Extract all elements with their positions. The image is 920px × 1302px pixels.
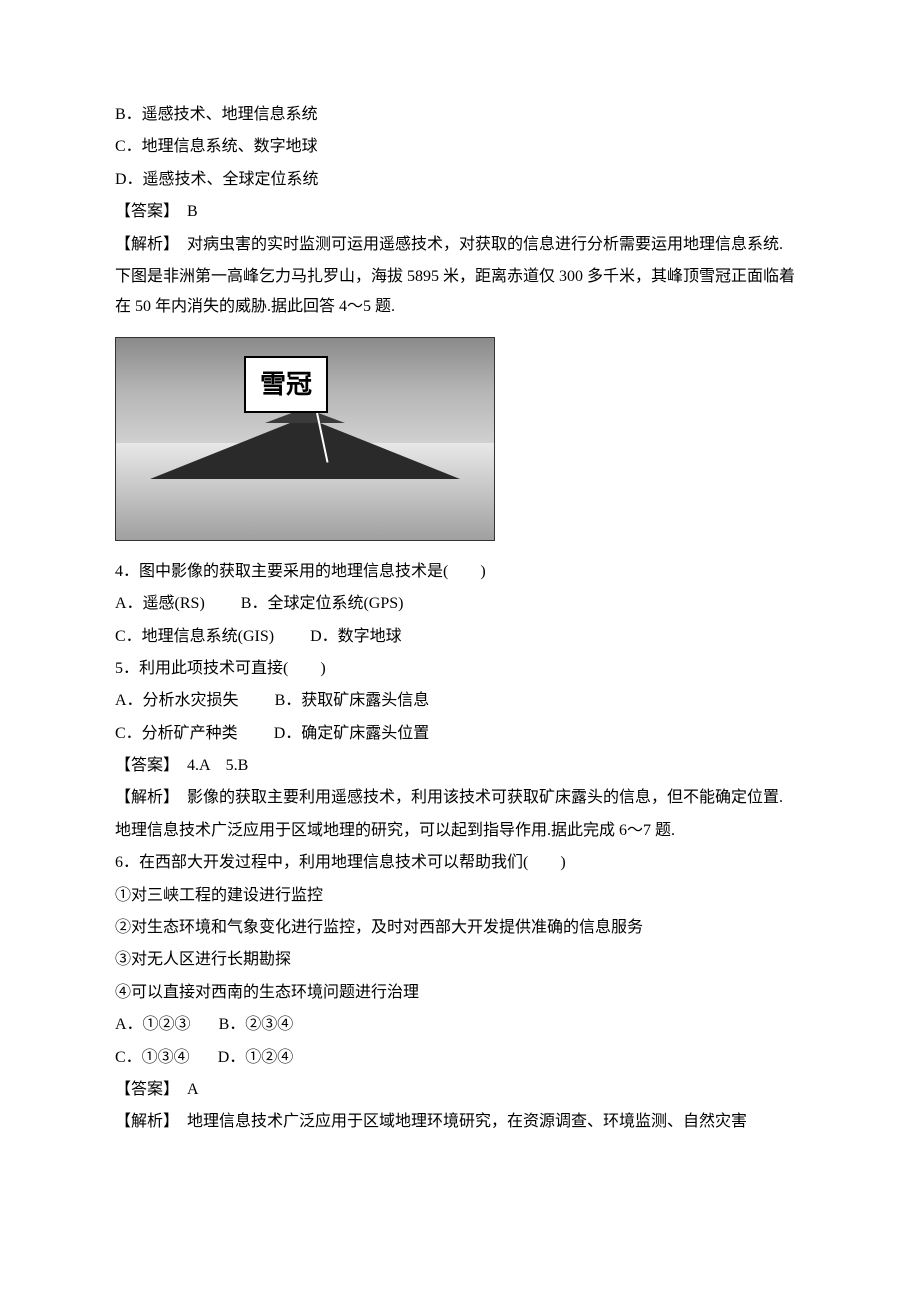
q4-stem: 4．图中影像的获取主要采用的地理信息技术是( ) (115, 557, 805, 587)
q5-option-a: A．分析水灾损失 (115, 692, 239, 709)
q5-options-row1: A．分析水灾损失 B．获取矿床露头信息 (115, 686, 805, 716)
option-d-prev: D．遥感技术、全球定位系统 (115, 165, 805, 195)
q4-options-row2: C．地理信息系统(GIS) D．数字地球 (115, 622, 805, 652)
q5-option-c: C．分析矿产种类 (115, 725, 238, 742)
figure-mountain (150, 417, 460, 479)
q6-option-c: C．①③④ (115, 1049, 190, 1066)
q6-statement-4: ④可以直接对西南的生态环境问题进行治理 (115, 978, 805, 1008)
intro-45: 下图是非洲第一高峰乞力马扎罗山，海拔 5895 米，距离赤道仅 300 多千米，… (115, 262, 805, 323)
q5-option-d: D．确定矿床露头位置 (274, 725, 430, 742)
figure-kilimanjaro: 雪冠 (115, 337, 495, 541)
option-b-prev: B．遥感技术、地理信息系统 (115, 100, 805, 130)
q5-stem: 5．利用此项技术可直接( ) (115, 654, 805, 684)
intro-67: 地理信息技术广泛应用于区域地理的研究，可以起到指导作用.据此完成 6～7 题. (115, 816, 805, 846)
q4-option-a: A．遥感(RS) (115, 595, 205, 612)
option-c-prev: C．地理信息系统、数字地球 (115, 132, 805, 162)
explain-45: 【解析】 影像的获取主要利用遥感技术，利用该技术可获取矿床露头的信息，但不能确定… (115, 783, 805, 813)
figure-label: 雪冠 (244, 356, 328, 413)
q4-option-c: C．地理信息系统(GIS) (115, 628, 274, 645)
q6-option-a: A．①②③ (115, 1016, 191, 1033)
q6-options-row2: C．①③④ D．①②④ (115, 1043, 805, 1073)
answer-prev: 【答案】 B (115, 197, 805, 227)
explain-prev: 【解析】 对病虫害的实时监测可运用遥感技术，对获取的信息进行分析需要运用地理信息… (115, 230, 805, 260)
q6-statement-1: ①对三峡工程的建设进行监控 (115, 881, 805, 911)
q6-statement-3: ③对无人区进行长期勘探 (115, 945, 805, 975)
q6-stem: 6．在西部大开发过程中，利用地理信息技术可以帮助我们( ) (115, 848, 805, 878)
answer-6: 【答案】 A (115, 1075, 805, 1105)
q6-option-d: D．①②④ (218, 1049, 294, 1066)
q5-options-row2: C．分析矿产种类 D．确定矿床露头位置 (115, 719, 805, 749)
q4-option-d: D．数字地球 (310, 628, 402, 645)
q4-options-row1: A．遥感(RS) B．全球定位系统(GPS) (115, 589, 805, 619)
q6-options-row1: A．①②③ B．②③④ (115, 1010, 805, 1040)
q6-option-b: B．②③④ (219, 1016, 294, 1033)
explain-6-partial: 【解析】 地理信息技术广泛应用于区域地理环境研究，在资源调查、环境监测、自然灾害 (115, 1107, 805, 1137)
q4-option-b: B．全球定位系统(GPS) (241, 595, 404, 612)
answer-45: 【答案】 4.A 5.B (115, 751, 805, 781)
q6-statement-2: ②对生态环境和气象变化进行监控，及时对西部大开发提供准确的信息服务 (115, 913, 805, 943)
q5-option-b: B．获取矿床露头信息 (275, 692, 430, 709)
